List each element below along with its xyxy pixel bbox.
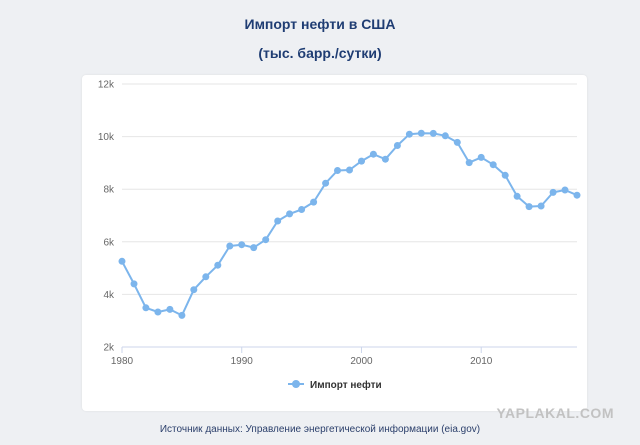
data-point[interactable] [573,191,581,199]
data-point[interactable] [501,171,509,179]
data-point[interactable] [513,192,521,200]
y-tick-label: 10k [98,132,115,143]
legend-label: Импорт нефти [310,379,382,391]
y-tick-label: 4k [103,290,115,301]
y-tick-label: 6k [103,237,115,248]
y-tick-label: 8k [103,185,115,196]
series-layer [118,129,581,319]
data-point[interactable] [369,150,377,158]
data-point[interactable] [358,157,365,165]
data-point[interactable] [477,153,485,161]
y-tick-label: 2k [103,343,115,354]
y-tick-label: 12k [98,80,115,91]
data-point[interactable] [453,138,461,146]
data-point[interactable] [441,132,449,140]
grid-lines [122,83,577,348]
data-point[interactable] [238,241,246,249]
x-tick-label: 2000 [350,356,373,367]
data-point[interactable] [381,155,389,163]
legend[interactable]: Импорт нефти [288,379,382,391]
y-axis-ticks: 2k 4k 6k 8k 10k 12k [98,80,115,354]
data-point[interactable] [429,129,437,137]
data-point[interactable] [310,198,318,206]
data-point[interactable] [561,186,569,194]
data-point[interactable] [154,308,162,316]
data-point[interactable] [178,311,186,319]
data-point[interactable] [537,202,545,210]
data-point[interactable] [298,206,306,213]
x-tick-label: 2010 [470,356,493,367]
data-point[interactable] [489,161,497,169]
data-point[interactable] [525,203,533,211]
data-point[interactable] [142,304,150,312]
data-point[interactable] [405,130,413,138]
x-tick-label: 1980 [111,356,134,367]
chart-subtitle: (тыс. барр./сутки) [258,45,382,61]
legend-dot-marker [292,380,300,388]
data-point[interactable] [417,129,425,137]
data-point[interactable] [214,261,222,269]
data-point[interactable] [250,244,258,252]
data-point[interactable] [226,242,234,250]
x-tick-label: 1990 [231,356,254,367]
data-point[interactable] [346,166,353,174]
data-point[interactable] [322,179,330,187]
chart-title: Импорт нефти в США [244,16,396,32]
line-chart: 2k 4k 6k 8k 10k 12k 1980 1990 2000 2010 Импорт н… [98,80,581,391]
watermark-logo: YAPLAKAL.COM [496,405,614,421]
data-point[interactable] [130,280,138,288]
series-line [121,132,578,317]
data-point[interactable] [286,210,294,218]
data-point[interactable] [202,273,210,281]
data-point[interactable] [190,286,198,294]
data-point[interactable] [549,188,557,196]
data-point[interactable] [262,236,270,244]
source-note: Источник данных: Управление энергетическ… [159,424,481,435]
data-point[interactable] [166,305,174,313]
data-point[interactable] [393,142,401,149]
data-point[interactable] [465,159,473,167]
chart-card: 2k 4k 6k 8k 10k 12k 1980 1990 2000 2010 Импорт н… [82,75,587,411]
x-axis-ticks: 1980 1990 2000 2010 [111,346,577,367]
data-point[interactable] [274,217,282,225]
data-point[interactable] [334,167,341,174]
data-point[interactable] [118,257,126,265]
